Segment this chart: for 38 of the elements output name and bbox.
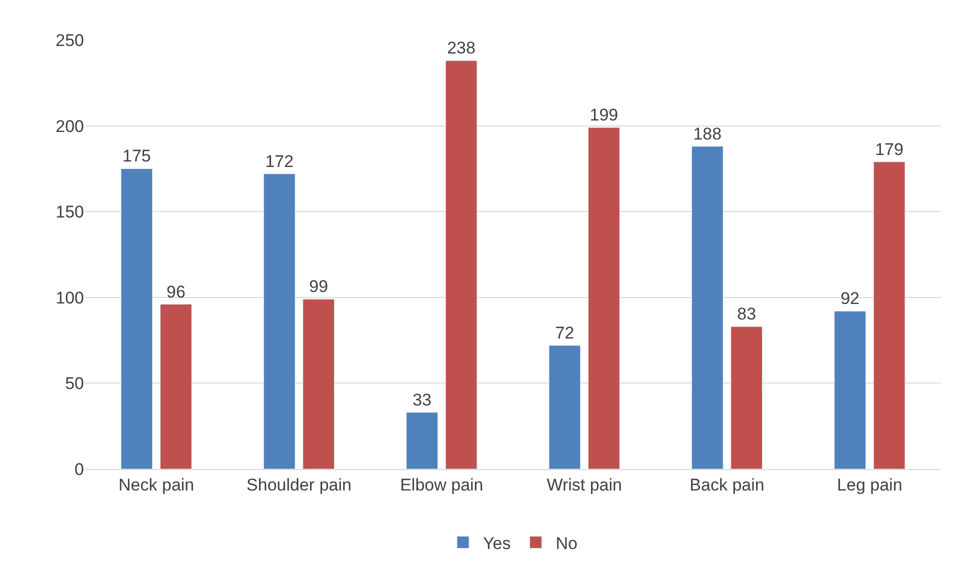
y-tick-label: 250 (56, 30, 84, 50)
bar (873, 162, 906, 469)
bar (691, 146, 724, 469)
y-tick-label: 100 (56, 288, 84, 308)
y-tick-label: 150 (56, 202, 84, 222)
x-tick-label: Elbow pain (400, 475, 484, 494)
data-label: 92 (840, 289, 860, 308)
data-label: 188 (693, 124, 722, 144)
y-tick-label: 0 (74, 460, 84, 479)
data-label: 238 (447, 38, 476, 58)
data-label: 83 (737, 304, 756, 324)
bar (730, 326, 763, 469)
data-label: 96 (166, 282, 186, 302)
x-tick-label: Neck pain (118, 475, 194, 494)
bar (588, 127, 620, 469)
data-label: 199 (590, 106, 618, 125)
data-label: 33 (412, 390, 432, 410)
bar (548, 345, 581, 469)
data-label: 172 (265, 152, 294, 171)
data-label: 175 (122, 146, 151, 166)
bar (120, 168, 153, 469)
bar (445, 60, 478, 469)
data-label: 99 (309, 277, 328, 296)
bar (263, 174, 296, 469)
legend-label: No (556, 534, 578, 553)
bar (160, 304, 192, 469)
bar (834, 310, 866, 469)
bar (406, 412, 438, 469)
bar (302, 298, 335, 469)
data-label: 179 (875, 140, 904, 159)
y-tick-label: 200 (56, 116, 84, 136)
data-label: 72 (555, 323, 574, 342)
legend-label: Yes (483, 534, 511, 553)
x-tick-label: Leg pain (837, 475, 902, 494)
y-tick-label: 50 (65, 374, 84, 394)
x-tick-label: Shoulder pain (246, 475, 352, 494)
x-tick-label: Back pain (690, 475, 764, 494)
x-tick-label: Wrist pain (546, 475, 622, 494)
